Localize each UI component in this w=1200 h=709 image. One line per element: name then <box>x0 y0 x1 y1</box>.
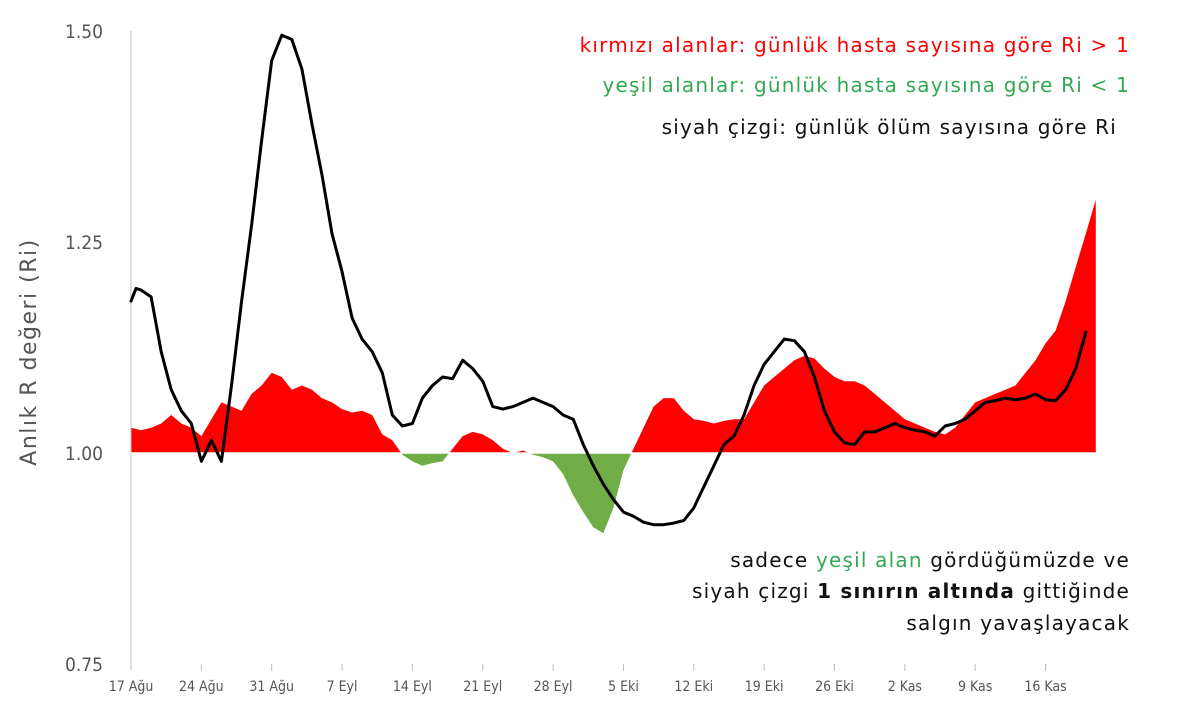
y-tick-label: 0.75 <box>65 654 103 676</box>
x-tick-label: 7 Eyl <box>327 679 358 695</box>
note-line-2-start: siyah çizgi <box>692 579 817 603</box>
x-tick-label: 17 Ağu <box>109 679 154 695</box>
x-tick-label: 21 Eyl <box>463 679 502 695</box>
line-layer <box>129 33 1088 527</box>
y-tick-label: 1.00 <box>65 443 103 465</box>
x-tick-label: 2 Kas <box>888 679 922 695</box>
x-tick-label: 9 Kas <box>958 679 992 695</box>
axes-layer: 0.75 1.00 1.25 1.50 17 Ağu 24 Ağu 31 Ağu 7 Eyl 1… <box>65 21 1136 695</box>
area-layer <box>131 199 1096 534</box>
legend-item-red: kırmızı alanlar: günlük hasta sayısına g… <box>580 33 1130 57</box>
death-ri-line <box>129 33 1088 527</box>
note-line-3: salgın yavaşlayacak <box>906 611 1130 635</box>
legend-item-black: siyah çizgi: günlük ölüm sayısına göre R… <box>662 115 1117 139</box>
x-tick-label: 24 Ağu <box>179 679 224 695</box>
x-tick-label: 19 Eki <box>745 679 784 695</box>
x-tick-label: 5 Eki <box>608 679 639 695</box>
x-tick-label: 26 Eki <box>815 679 854 695</box>
y-axis-title: Anlık R değeri (Ri) <box>17 238 42 465</box>
note-line-1: sadece yeşil alan gördüğümüzde ve <box>730 548 1130 572</box>
note-threshold-bold: 1 sınırın altında <box>817 579 1015 603</box>
x-tick-label: 12 Eki <box>674 679 713 695</box>
area-below-one <box>401 453 634 534</box>
x-tick-label: 16 Kas <box>1024 679 1066 695</box>
y-tick-label: 1.25 <box>65 232 103 254</box>
note-line-1-end: gördüğümüzde ve <box>923 548 1130 572</box>
legend: kırmızı alanlar: günlük hasta sayısına g… <box>580 33 1130 139</box>
x-tick-label: 28 Eyl <box>534 679 573 695</box>
note-line-2-end: gittiğinde <box>1015 579 1130 603</box>
annotation-note: sadece yeşil alan gördüğümüzde ve siyah … <box>692 548 1130 635</box>
note-line-2: siyah çizgi 1 sınırın altında gittiğinde <box>692 579 1130 603</box>
y-tick-label: 1.50 <box>65 21 103 43</box>
note-line-1-start: sadece <box>730 548 816 572</box>
note-green-area: yeşil alan <box>816 548 923 572</box>
legend-item-green: yeşil alanlar: günlük hasta sayısına gör… <box>602 73 1130 97</box>
x-tick-label: 14 Eyl <box>393 679 432 695</box>
x-tick-label: 31 Ağu <box>249 679 294 695</box>
area-above-one <box>131 199 1096 453</box>
